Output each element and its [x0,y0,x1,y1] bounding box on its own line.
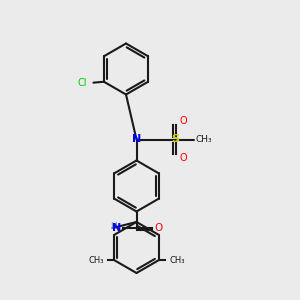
Text: Cl: Cl [78,78,87,88]
Text: N: N [112,223,122,233]
Text: N: N [132,134,141,145]
Text: O: O [179,116,187,126]
Text: O: O [179,153,187,164]
Text: O: O [154,223,163,233]
Text: H: H [110,222,117,231]
Text: CH₃: CH₃ [88,256,104,265]
Text: S: S [172,134,179,145]
Text: CH₃: CH₃ [195,135,211,144]
Text: CH₃: CH₃ [169,256,184,265]
